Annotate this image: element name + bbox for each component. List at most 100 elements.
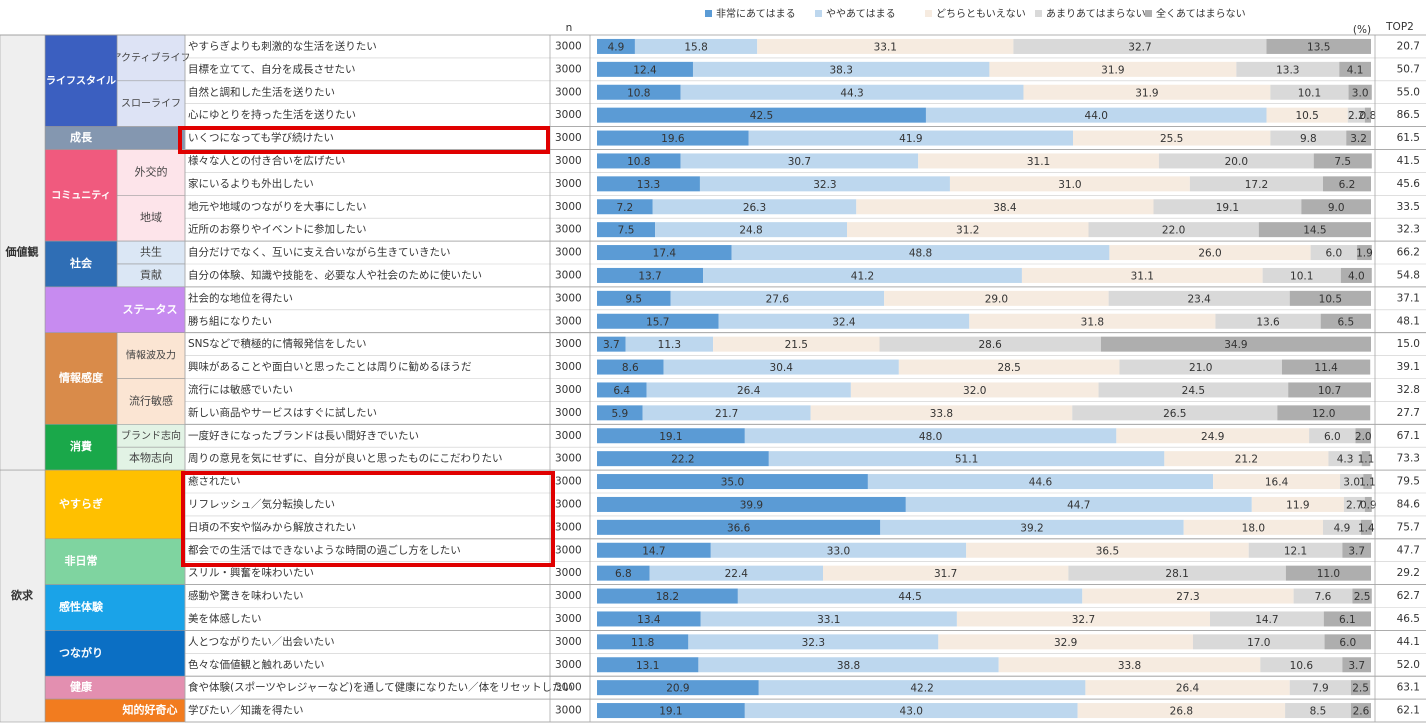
bar-label: 43.0 bbox=[900, 706, 923, 718]
bar-label: 7.2 bbox=[617, 202, 634, 214]
bar-segment bbox=[597, 153, 681, 169]
statement: SNSなどで積極的に情報発信をしたい bbox=[188, 337, 366, 350]
bar-segment bbox=[998, 657, 1261, 673]
bar-label: 4.0 bbox=[1348, 270, 1365, 282]
bar-segment bbox=[1357, 245, 1372, 261]
bar-segment bbox=[634, 38, 758, 54]
bar-segment bbox=[956, 611, 1211, 627]
subgroup-cell bbox=[116, 80, 186, 127]
legend-swatch bbox=[1145, 10, 1152, 17]
statement: 興味があることや面白いと思ったことは周りに勧めるほうだ bbox=[188, 360, 472, 373]
bar-segment bbox=[597, 405, 643, 421]
subgroup-cell bbox=[116, 149, 186, 196]
bar-segment bbox=[655, 222, 848, 238]
bar-segment bbox=[597, 245, 732, 261]
group-label: ステータス bbox=[123, 303, 178, 316]
group-label: 感性体験 bbox=[59, 600, 104, 614]
subgroup-label: 貢献 bbox=[140, 267, 162, 281]
bar-segment bbox=[597, 336, 626, 352]
statement: 目標を立てて、自分を成長させたい bbox=[188, 62, 355, 75]
bar-label: 33.8 bbox=[1118, 660, 1141, 672]
top2-value: 44.1 bbox=[1397, 636, 1420, 648]
legend-swatch bbox=[705, 10, 712, 17]
bar-label: 7.9 bbox=[1312, 683, 1329, 695]
bar-label: 10.1 bbox=[1298, 87, 1321, 99]
bar-segment bbox=[597, 496, 906, 512]
bar-segment bbox=[1116, 428, 1310, 444]
bar-label: 35.0 bbox=[721, 477, 744, 489]
top2-value: 45.6 bbox=[1397, 178, 1421, 190]
group-label: 非日常 bbox=[65, 554, 98, 568]
subgroup-cell bbox=[116, 332, 186, 379]
bar-label: 22.4 bbox=[725, 568, 749, 580]
bar-segment bbox=[1323, 611, 1371, 627]
bar-label: 14.7 bbox=[1255, 614, 1278, 626]
bar-segment bbox=[688, 634, 939, 650]
bar-segment bbox=[597, 680, 759, 696]
bar-label: 30.7 bbox=[788, 156, 811, 168]
bar-segment bbox=[1213, 474, 1341, 490]
n-value: 3000 bbox=[555, 292, 582, 304]
bar-label: 3.7 bbox=[603, 339, 620, 351]
bar-label: 29.0 bbox=[985, 293, 1008, 305]
bar-segment bbox=[1100, 336, 1371, 352]
bar-label: 24.5 bbox=[1182, 385, 1205, 397]
n-value: 3000 bbox=[555, 40, 582, 52]
bar-segment bbox=[597, 657, 699, 673]
bar-label: 12.4 bbox=[633, 64, 657, 76]
bar-label: 32.7 bbox=[1128, 41, 1151, 53]
bar-segment bbox=[1352, 588, 1372, 604]
bar-label: 1.9 bbox=[1356, 248, 1373, 260]
top2-value: 46.5 bbox=[1397, 613, 1420, 625]
bar-segment bbox=[597, 199, 653, 215]
top2-value: 15.0 bbox=[1397, 338, 1420, 350]
bar-segment bbox=[744, 703, 1078, 719]
bar-label: 44.3 bbox=[840, 87, 863, 99]
group-label: 消費 bbox=[70, 439, 92, 453]
n-value: 3000 bbox=[555, 453, 582, 465]
top2-value: 67.1 bbox=[1397, 430, 1420, 442]
bar-label: 1.1 bbox=[1359, 477, 1376, 489]
subgroup-label: スローライフ bbox=[121, 98, 181, 110]
bar-segment bbox=[731, 245, 1110, 261]
bar-segment bbox=[905, 496, 1252, 512]
bar-label: 39.2 bbox=[1020, 522, 1043, 534]
legend-swatch bbox=[1035, 10, 1042, 17]
statement: スリル・興奮を味わいたい bbox=[188, 566, 314, 579]
bar-label: 10.6 bbox=[1290, 660, 1314, 672]
bar-segment bbox=[1082, 588, 1294, 604]
bar-segment bbox=[1077, 703, 1286, 719]
bar-segment bbox=[1266, 107, 1348, 123]
n-value: 3000 bbox=[555, 659, 582, 671]
bar-label: 31.7 bbox=[934, 568, 957, 580]
n-value: 3000 bbox=[555, 155, 582, 167]
bar-segment bbox=[597, 451, 769, 467]
bar-segment bbox=[1183, 519, 1324, 535]
bar-segment bbox=[597, 428, 745, 444]
bar-label: 7.6 bbox=[1315, 591, 1332, 603]
top2-value: 50.7 bbox=[1397, 63, 1420, 75]
subgroup-label: 共生 bbox=[140, 245, 162, 259]
unit-label: (%) bbox=[1353, 24, 1371, 36]
bar-label: 31.9 bbox=[1101, 64, 1124, 76]
highlight-box bbox=[181, 471, 555, 567]
bar-segment bbox=[597, 107, 926, 123]
top2-value: 48.1 bbox=[1397, 315, 1420, 327]
bar-label: 44.5 bbox=[898, 591, 921, 603]
bar-label: 10.5 bbox=[1319, 293, 1342, 305]
bar-label: 36.6 bbox=[727, 522, 751, 534]
bar-segment bbox=[649, 565, 824, 581]
group-label: コミュニティ bbox=[51, 189, 110, 201]
bar-label: 36.5 bbox=[1096, 545, 1119, 557]
bar-label: 38.3 bbox=[830, 64, 853, 76]
bar-label: 9.8 bbox=[1300, 133, 1317, 145]
top2-value: 47.7 bbox=[1397, 544, 1420, 556]
bar-segment bbox=[1309, 428, 1356, 444]
bar-segment bbox=[969, 313, 1216, 329]
bar-segment bbox=[652, 199, 857, 215]
statement: 一度好きになったブランドは長い間好きでいたい bbox=[188, 429, 419, 442]
bar-segment bbox=[938, 634, 1193, 650]
n-value: 3000 bbox=[555, 315, 582, 327]
bar-label: 13.7 bbox=[638, 270, 661, 282]
group-label: つながり bbox=[59, 645, 103, 659]
